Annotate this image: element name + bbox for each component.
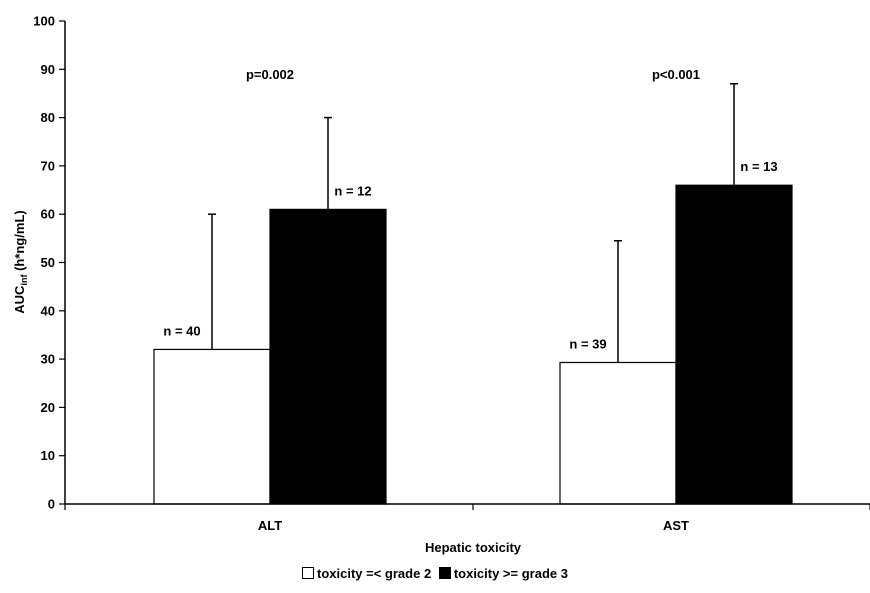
- legend-swatch-black: [438, 567, 451, 579]
- legend: toxicity =< grade 2 toxicity >= grade 3: [0, 566, 870, 581]
- bar-alt-series-1: [269, 208, 387, 505]
- x-tick-label: ALT: [258, 518, 282, 533]
- y-tick-label: 100: [33, 14, 55, 29]
- y-tick-label: 80: [41, 110, 55, 125]
- legend-swatch-white: [302, 567, 315, 579]
- y-tick-label: 0: [48, 497, 55, 512]
- y-tick-label: 60: [41, 207, 55, 222]
- n-label: n = 12: [334, 183, 371, 198]
- legend-label-grade3: toxicity >= grade 3: [453, 566, 568, 581]
- x-axis-label: Hepatic toxicity: [425, 540, 522, 555]
- p-value-annotation: p=0.002: [246, 67, 294, 82]
- y-axis-label: AUCinf (h*ng/mL): [12, 210, 29, 313]
- n-label: n = 40: [163, 323, 200, 338]
- bar-ast-series-1: [675, 184, 793, 505]
- bar-alt-series-0: [153, 348, 271, 505]
- y-tick-label: 10: [41, 448, 55, 463]
- legend-item-grade2: toxicity =< grade 2: [302, 566, 435, 581]
- x-tick-label: AST: [663, 518, 689, 533]
- y-tick-label: 30: [41, 352, 55, 367]
- y-tick-label: 20: [41, 400, 55, 415]
- y-tick-label: 50: [41, 255, 55, 270]
- y-tick-label: 90: [41, 62, 55, 77]
- bar-ast-series-0: [559, 361, 677, 505]
- legend-label-grade2: toxicity =< grade 2: [317, 566, 432, 581]
- y-tick-label: 70: [41, 158, 55, 173]
- p-value-annotation: p<0.001: [652, 67, 700, 82]
- y-tick-label: 40: [41, 303, 55, 318]
- n-label: n = 39: [569, 336, 606, 351]
- n-label: n = 13: [740, 159, 777, 174]
- legend-item-grade3: toxicity >= grade 3: [438, 566, 568, 581]
